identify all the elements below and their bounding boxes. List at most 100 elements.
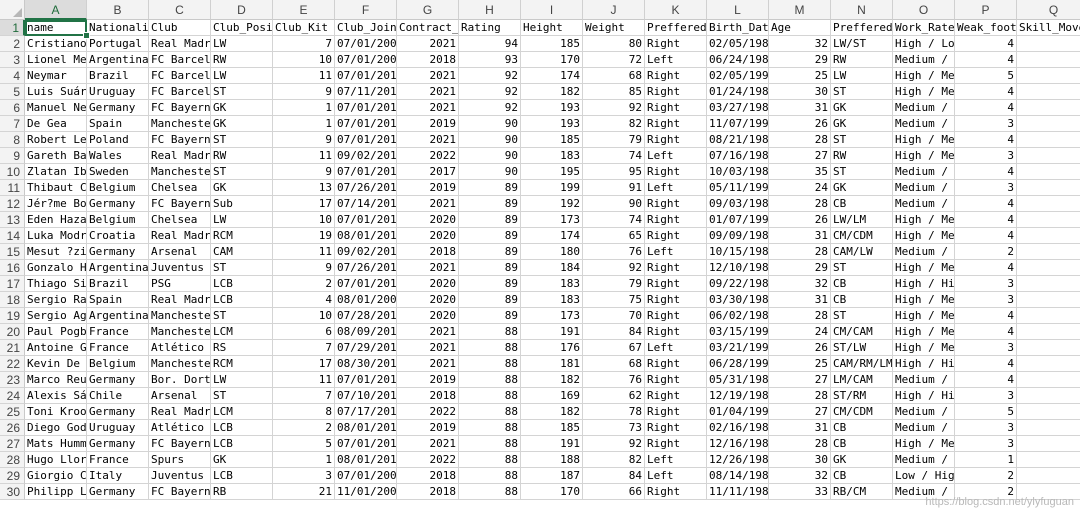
row-header[interactable]: 20 [0,324,25,340]
data-cell[interactable]: 2021 [397,84,459,100]
data-cell[interactable]: 183 [521,148,583,164]
data-cell[interactable]: Manchester Utd [149,164,211,180]
data-cell[interactable]: High / High [893,388,955,404]
column-header-m[interactable]: M [769,0,831,20]
data-cell[interactable]: 12/10/1987 [707,260,769,276]
data-cell[interactable]: 2022 [397,404,459,420]
data-cell[interactable]: 01/07/1991 [707,212,769,228]
data-cell[interactable]: Left [645,148,707,164]
data-cell[interactable]: Right [645,372,707,388]
data-cell[interactable]: 88 [459,324,521,340]
data-cell[interactable]: Gareth Bale [25,148,87,164]
data-cell[interactable]: 21 [273,484,335,500]
column-header-e[interactable]: E [273,0,335,20]
data-cell[interactable]: 06/28/1991 [707,356,769,372]
data-cell[interactable]: 2021 [397,36,459,52]
data-cell[interactable]: 07/26/2011 [335,180,397,196]
data-cell[interactable]: 3 [273,468,335,484]
data-cell[interactable]: 4 [955,36,1017,52]
data-cell[interactable]: GK [831,180,893,196]
data-cell[interactable]: 29 [769,260,831,276]
data-cell[interactable]: Left [645,340,707,356]
data-cell[interactable]: 4 [1017,212,1080,228]
data-cell[interactable]: 62 [583,388,645,404]
row-header[interactable]: 16 [0,260,25,276]
data-cell[interactable]: 2022 [397,148,459,164]
data-cell[interactable]: 07/16/1989 [707,148,769,164]
data-cell[interactable]: 24 [769,180,831,196]
data-cell[interactable]: RW [831,52,893,68]
data-cell[interactable]: 3 [955,292,1017,308]
data-cell[interactable]: LW/ST [831,36,893,52]
data-cell[interactable]: Right [645,404,707,420]
data-cell[interactable]: CM/CAM [831,324,893,340]
data-cell[interactable]: 2017 [397,164,459,180]
data-cell[interactable]: 11 [273,372,335,388]
data-cell[interactable]: France [87,340,149,356]
data-cell[interactable]: Croatia [87,228,149,244]
data-cell[interactable]: RS [211,340,273,356]
row-header[interactable]: 26 [0,420,25,436]
data-cell[interactable]: 192 [521,196,583,212]
data-cell[interactable]: 29 [769,52,831,68]
data-cell[interactable]: 17 [273,356,335,372]
data-cell[interactable]: 173 [521,308,583,324]
data-cell[interactable]: Spurs [149,452,211,468]
data-cell[interactable]: 4 [955,308,1017,324]
data-cell[interactable]: 4 [1017,164,1080,180]
data-cell[interactable]: High / High [893,276,955,292]
data-cell[interactable]: 2021 [397,100,459,116]
data-cell[interactable]: 84 [583,468,645,484]
data-cell[interactable]: 25 [769,68,831,84]
data-cell[interactable]: High / Medium [893,148,955,164]
data-cell[interactable]: 08/01/2012 [335,228,397,244]
data-cell[interactable]: 31 [769,420,831,436]
data-cell[interactable]: 79 [583,132,645,148]
data-cell[interactable]: ST [211,84,273,100]
data-cell[interactable]: 13 [273,180,335,196]
data-cell[interactable]: FC Bayern [149,132,211,148]
row-header[interactable]: 15 [0,244,25,260]
header-cell[interactable]: Nationality [87,20,149,36]
data-cell[interactable]: Germany [87,404,149,420]
row-header[interactable]: 21 [0,340,25,356]
data-cell[interactable]: Arsenal [149,244,211,260]
data-cell[interactable]: 92 [459,68,521,84]
data-cell[interactable]: 2019 [397,116,459,132]
data-cell[interactable]: 28 [769,388,831,404]
header-cell[interactable]: Contract_Expiry [397,20,459,36]
data-cell[interactable]: 27 [769,404,831,420]
data-cell[interactable]: 2018 [397,468,459,484]
data-cell[interactable]: 2 [955,484,1017,500]
data-cell[interactable]: 2 [1017,196,1080,212]
data-cell[interactable]: High / Medium [893,260,955,276]
data-cell[interactable]: 92 [583,260,645,276]
data-cell[interactable]: ST/LW [831,340,893,356]
data-cell[interactable]: Cristiano Ronaldo [25,36,87,52]
data-cell[interactable]: 05/31/1989 [707,372,769,388]
data-cell[interactable]: RCM [211,228,273,244]
data-cell[interactable]: Manchester Utd [149,116,211,132]
header-cell[interactable]: Weight [583,20,645,36]
data-cell[interactable]: 4 [955,356,1017,372]
data-cell[interactable]: 02/05/1992 [707,68,769,84]
data-cell[interactable]: Real Madrid [149,228,211,244]
data-cell[interactable]: 4 [1017,372,1080,388]
data-cell[interactable]: 06/24/1987 [707,52,769,68]
column-header-f[interactable]: F [335,0,397,20]
data-cell[interactable]: 4 [1017,148,1080,164]
data-cell[interactable]: 19 [273,228,335,244]
data-cell[interactable]: 3 [1017,292,1080,308]
data-cell[interactable]: Manchester City [149,308,211,324]
column-header-h[interactable]: H [459,0,521,20]
data-cell[interactable]: Medium / Medium [893,52,955,68]
data-cell[interactable]: 2021 [397,260,459,276]
data-cell[interactable]: 88 [459,356,521,372]
column-header-a[interactable]: A [25,0,87,20]
data-cell[interactable]: Left [645,180,707,196]
data-cell[interactable]: 03/15/1993 [707,324,769,340]
header-cell[interactable]: Club_Kit [273,20,335,36]
header-cell[interactable]: Skill_Moves [1017,20,1080,36]
row-header[interactable]: 23 [0,372,25,388]
data-cell[interactable]: Jér?me Boateng [25,196,87,212]
